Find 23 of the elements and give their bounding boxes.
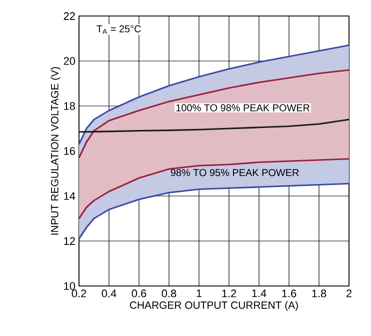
y-axis-title: INPUT REGULATION VOLTAGE (V) [50,67,60,235]
x-tick-label: 1.2 [222,290,236,298]
x-tick-label: 1 [196,290,202,298]
x-tick-label: 1.8 [312,290,326,298]
y-tick-label: 20 [64,57,76,65]
x-tick-label: 0.6 [132,290,146,298]
x-tick-label: 0.2 [72,290,86,298]
y-tick-label: 18 [64,102,75,110]
x-tick-label: 1.4 [252,290,266,298]
x-axis-title: CHARGER OUTPUT CURRENT (A) [130,301,298,311]
x-tick-label: 0.4 [102,290,116,298]
annotation: T$_{A}$ = 25°C [96,25,141,34]
y-tick-label: 16 [64,147,75,155]
annotation: 98% TO 95% PEAK POWER [170,169,299,176]
y-tick-label: 22 [64,12,75,20]
x-tick-label: 0.8 [162,290,176,298]
x-tick-label: 1.6 [282,290,296,298]
line-series [79,118,350,133]
y-tick-label: 10 [64,282,76,290]
y-tick-label: 14 [64,192,76,200]
y-tick-label: 12 [64,237,75,245]
annotation: 100% TO 98% PEAK POWER [176,104,310,112]
x-tick-label: 2 [346,290,352,298]
